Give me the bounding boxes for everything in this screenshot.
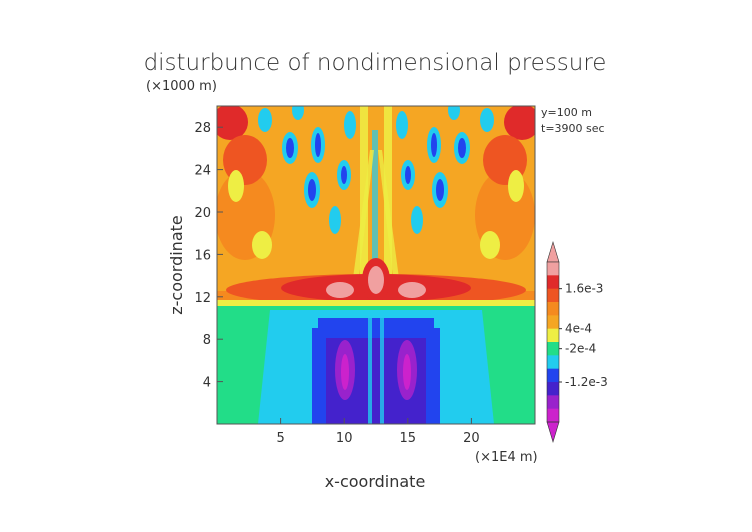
colorbar-swatch [547, 368, 559, 383]
colorbar-label: -2e-4 [565, 342, 596, 356]
info-y: y=100 m [541, 106, 592, 119]
x-tick-label: 20 [463, 431, 480, 446]
z-unit-label: (×1000 m) [146, 79, 217, 94]
colorbar: 1.6e-3 4e-4 -2e-4 -1.2e-3 [546, 240, 608, 444]
x-tick-label: 15 [400, 431, 417, 446]
y-tick-label: 16 [194, 248, 211, 263]
y-tick-label: 12 [194, 291, 211, 306]
colorbar-swatch [547, 302, 559, 316]
colorbar-swatch [547, 342, 559, 356]
y-axis-label: z-coordinate [167, 215, 186, 315]
x-tick-label: 10 [336, 431, 353, 446]
colorbar-swatch [547, 275, 559, 290]
y-tick-label: 8 [203, 333, 211, 348]
colorbar-max-arrow [546, 240, 560, 263]
colorbar-swatch [547, 262, 559, 276]
x-tick-label: 5 [276, 431, 284, 446]
colorbar-label: 1.6e-3 [565, 282, 603, 296]
colorbar-swatch [547, 395, 559, 410]
x-axis: 5 10 15 20 [276, 418, 480, 446]
colorbar-min-arrow [546, 421, 560, 444]
colorbar-label: -1.2e-3 [565, 375, 608, 389]
y-tick-label: 28 [194, 121, 211, 136]
colorbar-swatch [547, 408, 559, 423]
colorbar-swatch [547, 328, 559, 343]
x-unit-label: (×1E4 m) [475, 450, 538, 465]
y-tick-label: 4 [203, 376, 211, 391]
colorbar-swatch [547, 315, 559, 330]
y-axis: 4 8 12 16 20 24 28 [194, 121, 223, 391]
colorbar-swatch [547, 288, 559, 303]
x-axis-label: x-coordinate [325, 472, 426, 491]
y-tick-label: 20 [194, 206, 211, 221]
colorbar-swatch [547, 355, 559, 370]
plot-frame [216, 105, 536, 425]
chart-title: disturbunce of nondimensional pressure [144, 50, 607, 76]
colorbar-frame [546, 261, 560, 423]
pressure-field [217, 106, 535, 424]
colorbar-label: 4e-4 [565, 322, 592, 336]
info-t: t=3900 sec [541, 122, 605, 135]
y-tick-label: 24 [194, 164, 211, 179]
colorbar-swatch [547, 382, 559, 396]
